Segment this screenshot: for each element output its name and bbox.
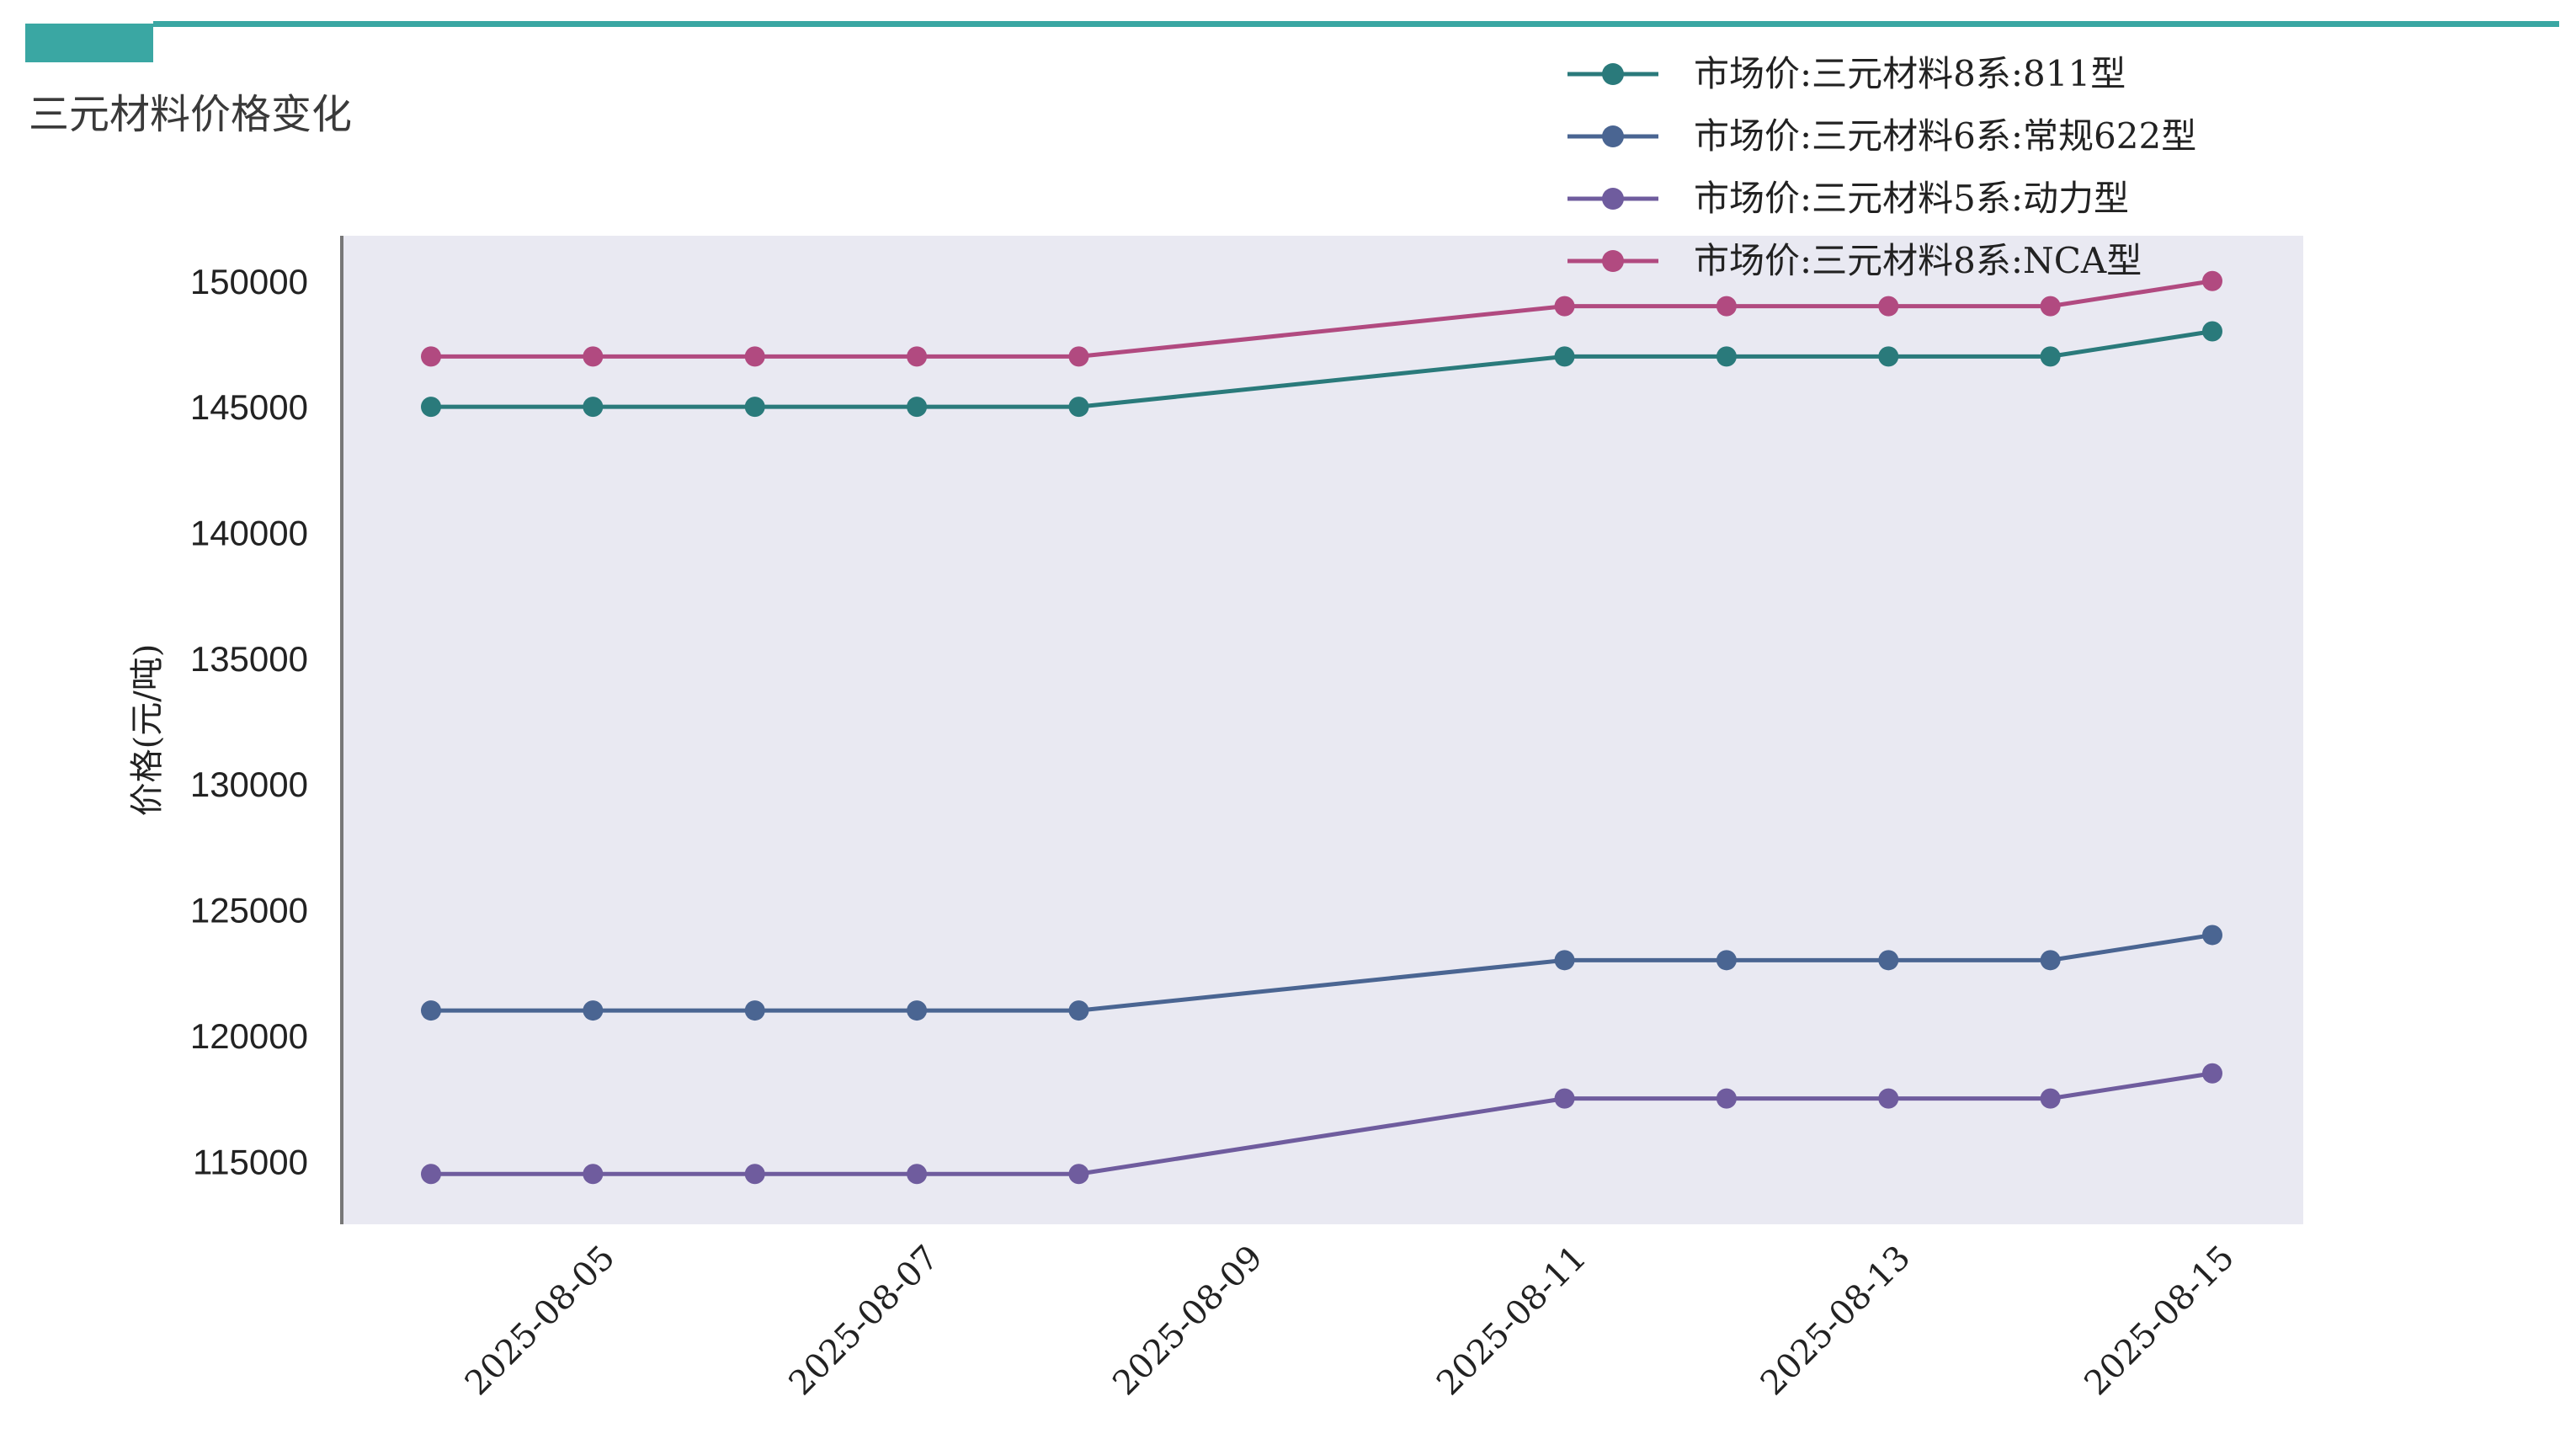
- data-point: [744, 397, 765, 418]
- data-point: [1878, 346, 1899, 367]
- legend-label: 市场价:三元材料6系:常规622型: [1694, 115, 2196, 157]
- legend-item: 市场价:三元材料6系:常规622型: [1567, 115, 2196, 157]
- data-point: [744, 1164, 765, 1185]
- header-accent-block: [25, 24, 153, 62]
- data-point: [2040, 296, 2061, 317]
- data-point: [907, 1164, 928, 1185]
- legend-marker: [1602, 188, 1624, 210]
- data-point: [1068, 346, 1089, 367]
- plot-area: [342, 236, 2303, 1224]
- y-tick-label: 125000: [190, 891, 308, 930]
- data-point: [1068, 1000, 1089, 1021]
- data-point: [2202, 321, 2222, 342]
- data-point: [1716, 950, 1737, 971]
- data-point: [1878, 296, 1899, 317]
- y-tick-label: 135000: [190, 639, 308, 679]
- legend-label: 市场价:三元材料8系:NCA型: [1694, 240, 2142, 281]
- data-point: [744, 1000, 765, 1021]
- series-line: [431, 932, 2213, 1013]
- data-point: [2040, 950, 2061, 971]
- data-point: [421, 1164, 441, 1185]
- data-point: [421, 346, 441, 367]
- data-point: [907, 397, 928, 418]
- y-tick-label: 130000: [190, 765, 308, 804]
- series-2: [421, 1063, 2222, 1185]
- data-point: [421, 1000, 441, 1021]
- data-point: [1554, 296, 1575, 317]
- data-point: [583, 1164, 604, 1185]
- data-point: [421, 397, 441, 418]
- legend-item: 市场价:三元材料8系:811型: [1567, 53, 2126, 94]
- data-point: [907, 1000, 928, 1021]
- x-tick-label: 2025-08-15: [2077, 1239, 2242, 1404]
- data-point: [2040, 346, 2061, 367]
- data-point: [1554, 950, 1575, 971]
- series-1: [421, 925, 2222, 1021]
- y-tick-label: 140000: [190, 513, 308, 552]
- y-tick-label: 150000: [190, 262, 308, 301]
- data-point: [744, 346, 765, 367]
- legend-label: 市场价:三元材料8系:811型: [1694, 53, 2126, 94]
- data-point: [1716, 346, 1737, 367]
- page-title: 三元材料价格变化: [29, 91, 352, 138]
- data-point: [1068, 1164, 1089, 1185]
- data-point: [907, 346, 928, 367]
- data-point: [2202, 925, 2222, 946]
- data-point: [1878, 950, 1899, 971]
- data-point: [2040, 1088, 2061, 1109]
- data-point: [1878, 1088, 1899, 1109]
- y-tick-label: 115000: [193, 1142, 308, 1181]
- y-tick-label: 145000: [190, 387, 308, 427]
- data-point: [583, 346, 604, 367]
- header-rule: [153, 21, 2559, 27]
- x-tick-label: 2025-08-11: [1429, 1239, 1594, 1404]
- series-line: [431, 329, 2213, 409]
- data-point: [1554, 1088, 1575, 1109]
- data-point: [2202, 1063, 2222, 1084]
- data-point: [583, 397, 604, 418]
- series-3: [421, 270, 2222, 367]
- x-tick-label: 2025-08-07: [782, 1239, 947, 1404]
- legend-marker: [1602, 125, 1624, 147]
- data-point: [1716, 1088, 1737, 1109]
- x-tick-label: 2025-08-05: [458, 1239, 623, 1404]
- x-tick-label: 2025-08-09: [1105, 1239, 1270, 1404]
- legend-marker: [1602, 63, 1624, 85]
- legend-item: 市场价:三元材料5系:动力型: [1567, 178, 2129, 219]
- data-point: [1068, 397, 1089, 418]
- data-point: [2202, 270, 2222, 291]
- legend-label: 市场价:三元材料5系:动力型: [1694, 178, 2129, 219]
- legend-marker: [1602, 250, 1624, 272]
- data-point: [1716, 296, 1737, 317]
- y-axis-label: 价格(元/吨): [128, 644, 167, 817]
- series-line: [431, 279, 2213, 359]
- data-point: [583, 1000, 604, 1021]
- legend-item: 市场价:三元材料8系:NCA型: [1567, 240, 2142, 281]
- series-line: [431, 1071, 2213, 1176]
- series-0: [421, 321, 2222, 418]
- data-point: [1554, 346, 1575, 367]
- x-tick-label: 2025-08-13: [1754, 1239, 1919, 1404]
- y-tick-label: 120000: [190, 1016, 308, 1056]
